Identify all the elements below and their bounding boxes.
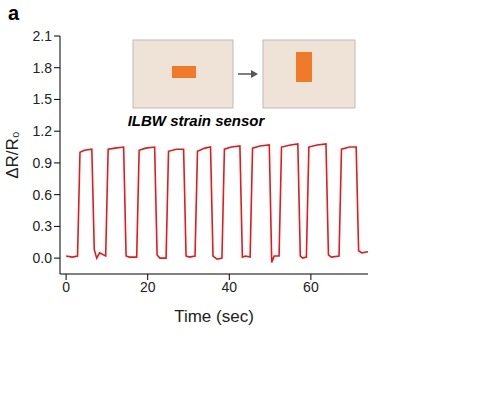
svg-text:0.3: 0.3	[33, 218, 53, 234]
svg-text:ΔR/R₀: ΔR/R₀	[3, 131, 22, 179]
svg-text:60: 60	[303, 279, 319, 295]
svg-text:ILBW strain sensor: ILBW strain sensor	[128, 112, 266, 129]
svg-text:1.2: 1.2	[33, 123, 53, 139]
svg-text:1.8: 1.8	[33, 60, 53, 76]
svg-text:Time (sec): Time (sec)	[174, 307, 254, 326]
svg-text:0.6: 0.6	[33, 187, 53, 203]
svg-text:0.0: 0.0	[33, 250, 53, 266]
svg-text:20: 20	[140, 279, 156, 295]
svg-text:0: 0	[62, 279, 70, 295]
svg-text:40: 40	[222, 279, 238, 295]
svg-text:2.1: 2.1	[33, 28, 53, 44]
svg-text:a: a	[8, 2, 20, 24]
svg-text:0.9: 0.9	[33, 155, 53, 171]
svg-text:1.5: 1.5	[33, 91, 53, 107]
